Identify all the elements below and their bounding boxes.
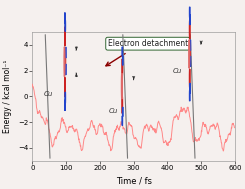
Circle shape	[122, 107, 123, 117]
Circle shape	[189, 40, 190, 68]
Text: Cu: Cu	[108, 108, 118, 114]
Circle shape	[190, 40, 191, 51]
X-axis label: Time / fs: Time / fs	[116, 177, 152, 186]
Y-axis label: Energy / kcal mol⁻¹: Energy / kcal mol⁻¹	[3, 60, 12, 133]
Circle shape	[189, 69, 190, 88]
Text: Cu: Cu	[44, 91, 53, 98]
Circle shape	[65, 52, 66, 71]
Circle shape	[189, 20, 190, 39]
Circle shape	[64, 47, 65, 77]
Text: Cu: Cu	[173, 68, 183, 74]
Circle shape	[122, 56, 123, 65]
Text: Electron detachment: Electron detachment	[108, 39, 188, 48]
Circle shape	[190, 56, 191, 67]
